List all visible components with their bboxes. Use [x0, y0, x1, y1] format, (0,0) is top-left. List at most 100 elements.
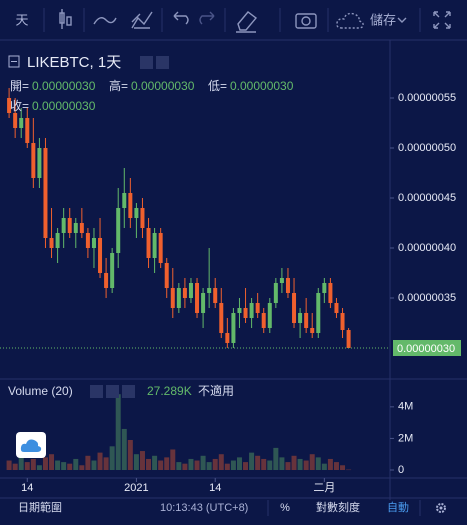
time-tick-label: 14 [209, 482, 221, 494]
volume-bar [85, 455, 91, 470]
candle-body [134, 208, 139, 218]
volume-bar [49, 454, 55, 470]
cloud-icon [336, 12, 364, 29]
toolbar-bg [0, 0, 467, 40]
volume-bar [249, 452, 255, 470]
redo-button[interactable] [199, 11, 215, 25]
candle-body [73, 223, 78, 233]
volume-bar [230, 460, 236, 470]
candle-body [170, 288, 175, 308]
candle-body [316, 293, 321, 333]
legend-value: 0.00000030 [131, 79, 195, 93]
candle-body [182, 288, 187, 298]
volume-bar [164, 457, 170, 470]
log-scale-button[interactable]: 對數刻度 [316, 500, 360, 514]
candle-body [188, 283, 193, 298]
volume-bar [309, 454, 315, 470]
candle-body [261, 313, 266, 328]
undo-button[interactable] [173, 11, 189, 25]
volume-bar [333, 462, 339, 470]
volume-bar [152, 455, 158, 470]
settings-gear[interactable] [436, 503, 446, 513]
candle-body [176, 288, 181, 308]
candle-body [67, 218, 72, 233]
volume-bar [273, 447, 279, 470]
candle-body [61, 218, 66, 233]
candle-body [104, 273, 109, 288]
eraser-button[interactable] [236, 11, 258, 33]
volume-bar [18, 455, 24, 470]
eye-button[interactable] [90, 385, 103, 398]
price-tick-label: 0.00000055 [398, 92, 456, 104]
price-tick-label: 0.00000035 [398, 292, 456, 304]
volume-bar [91, 460, 97, 470]
clock: 10:13:43 (UTC+8) [160, 502, 248, 514]
collapse-legend[interactable] [8, 55, 20, 68]
candle-body [267, 303, 272, 328]
volume-tick-label: 0 [398, 464, 404, 476]
candle-body [122, 193, 127, 208]
indicator-button[interactable] [93, 17, 117, 25]
volume-bar [42, 457, 48, 470]
volume-bar [327, 458, 333, 470]
percent-button[interactable]: % [280, 502, 290, 514]
volume-bar [109, 446, 115, 470]
screenshot-button[interactable] [295, 13, 317, 29]
candle-body [279, 278, 284, 283]
save-button[interactable]: 儲存 [370, 12, 396, 27]
volume-bar [297, 458, 303, 470]
eye-button[interactable] [140, 56, 153, 69]
candle-body [158, 233, 163, 263]
candle-body [116, 208, 121, 253]
candle-body [219, 303, 224, 333]
volume-bar [61, 462, 67, 470]
volume-bar [121, 428, 127, 470]
candle-body [25, 118, 30, 143]
price-tick-label: 0.00000045 [398, 192, 456, 204]
legend-label: 高= [109, 78, 128, 93]
settings-button[interactable] [106, 385, 119, 398]
interval-button[interactable]: 天 [15, 12, 28, 27]
candle-body [110, 253, 115, 288]
volume-bar [243, 462, 249, 470]
volume-bar [36, 465, 42, 470]
time-tick-label: 二月 [313, 482, 335, 494]
candle-body [285, 278, 290, 293]
candle-body [195, 283, 200, 313]
toolbar: 天 儲存 [0, 0, 467, 41]
date-range-button[interactable]: 日期範圍 [18, 500, 62, 514]
volume-bar [30, 458, 36, 470]
fullscreen-button[interactable] [433, 11, 451, 29]
candle-body [207, 288, 212, 293]
candle-body [231, 313, 236, 343]
template-button[interactable] [131, 11, 153, 29]
candle-body [334, 303, 339, 313]
legend-value: 0.00000030 [32, 99, 96, 113]
volume-bar [55, 460, 61, 470]
volume-bar [218, 454, 224, 470]
auto-scale-button[interactable]: 自動 [387, 500, 409, 514]
close-button[interactable] [122, 385, 135, 398]
volume-bar [127, 440, 133, 470]
price-tick-label: 0.00000050 [398, 142, 456, 154]
candle-body [273, 283, 278, 303]
candle-type-button[interactable] [59, 9, 72, 29]
candle-body [298, 313, 303, 323]
volume-bar [67, 463, 73, 470]
volume-bar [182, 463, 188, 470]
volume-bar [255, 455, 261, 470]
volume-bar [291, 455, 297, 470]
symbol-title: LIKEBTC, 1天 [27, 54, 121, 71]
volume-bar [206, 462, 212, 470]
candle-body [322, 283, 327, 293]
volume-bar [115, 394, 121, 470]
volume-bar [321, 463, 327, 470]
save-menu-arrow[interactable] [397, 17, 407, 23]
legend-label: 開= [10, 79, 29, 93]
volume-bar [6, 460, 12, 470]
candle-body [140, 208, 145, 228]
volume-bar [303, 460, 309, 470]
settings-button[interactable] [156, 56, 169, 69]
